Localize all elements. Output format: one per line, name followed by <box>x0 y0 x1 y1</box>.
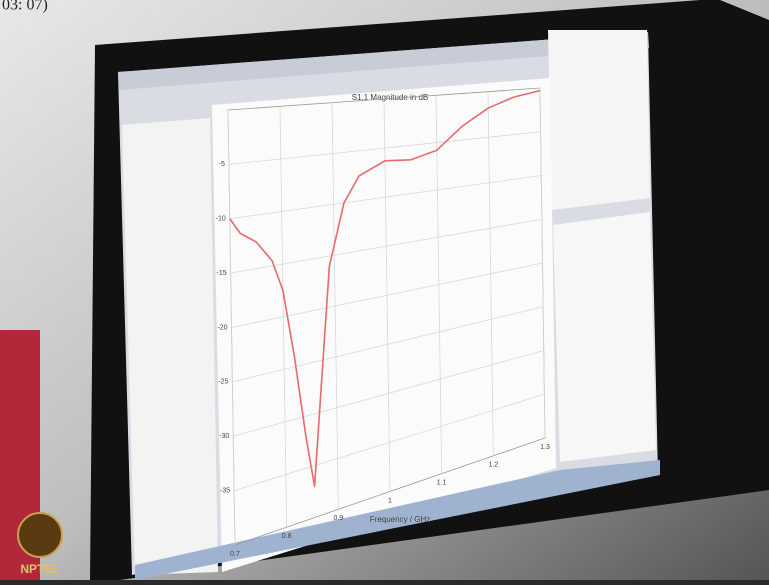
logo-text: NPTEL <box>20 562 59 576</box>
y-tick-label: -20 <box>217 324 227 331</box>
x-tick-label: 0.9 <box>333 515 343 522</box>
x-axis-label: Frequency / GHz <box>370 515 430 524</box>
navigation-tree <box>122 118 218 575</box>
y-tick-label: -10 <box>216 216 226 223</box>
properties-panel <box>553 212 656 462</box>
parameter-list <box>548 30 650 210</box>
x-tick-label: 1 <box>388 497 392 504</box>
y-tick-label: -5 <box>219 161 225 168</box>
y-tick-label: -25 <box>218 379 228 386</box>
caption: 03: 07) <box>2 0 48 14</box>
x-tick-label: 1.3 <box>540 444 550 451</box>
x-tick-label: 1.2 <box>488 462 498 469</box>
y-tick-label: -30 <box>219 433 229 440</box>
scene: 03: 07) NPTEL S1,1 Magnitude in dB Frequ… <box>0 0 769 580</box>
x-tick-label: 0.7 <box>230 551 240 558</box>
y-tick-label: -35 <box>220 487 230 494</box>
x-tick-label: 1.1 <box>437 480 447 487</box>
x-tick-label: 0.8 <box>282 533 292 540</box>
y-tick-label: -15 <box>217 270 227 277</box>
logo-emblem <box>18 513 62 557</box>
